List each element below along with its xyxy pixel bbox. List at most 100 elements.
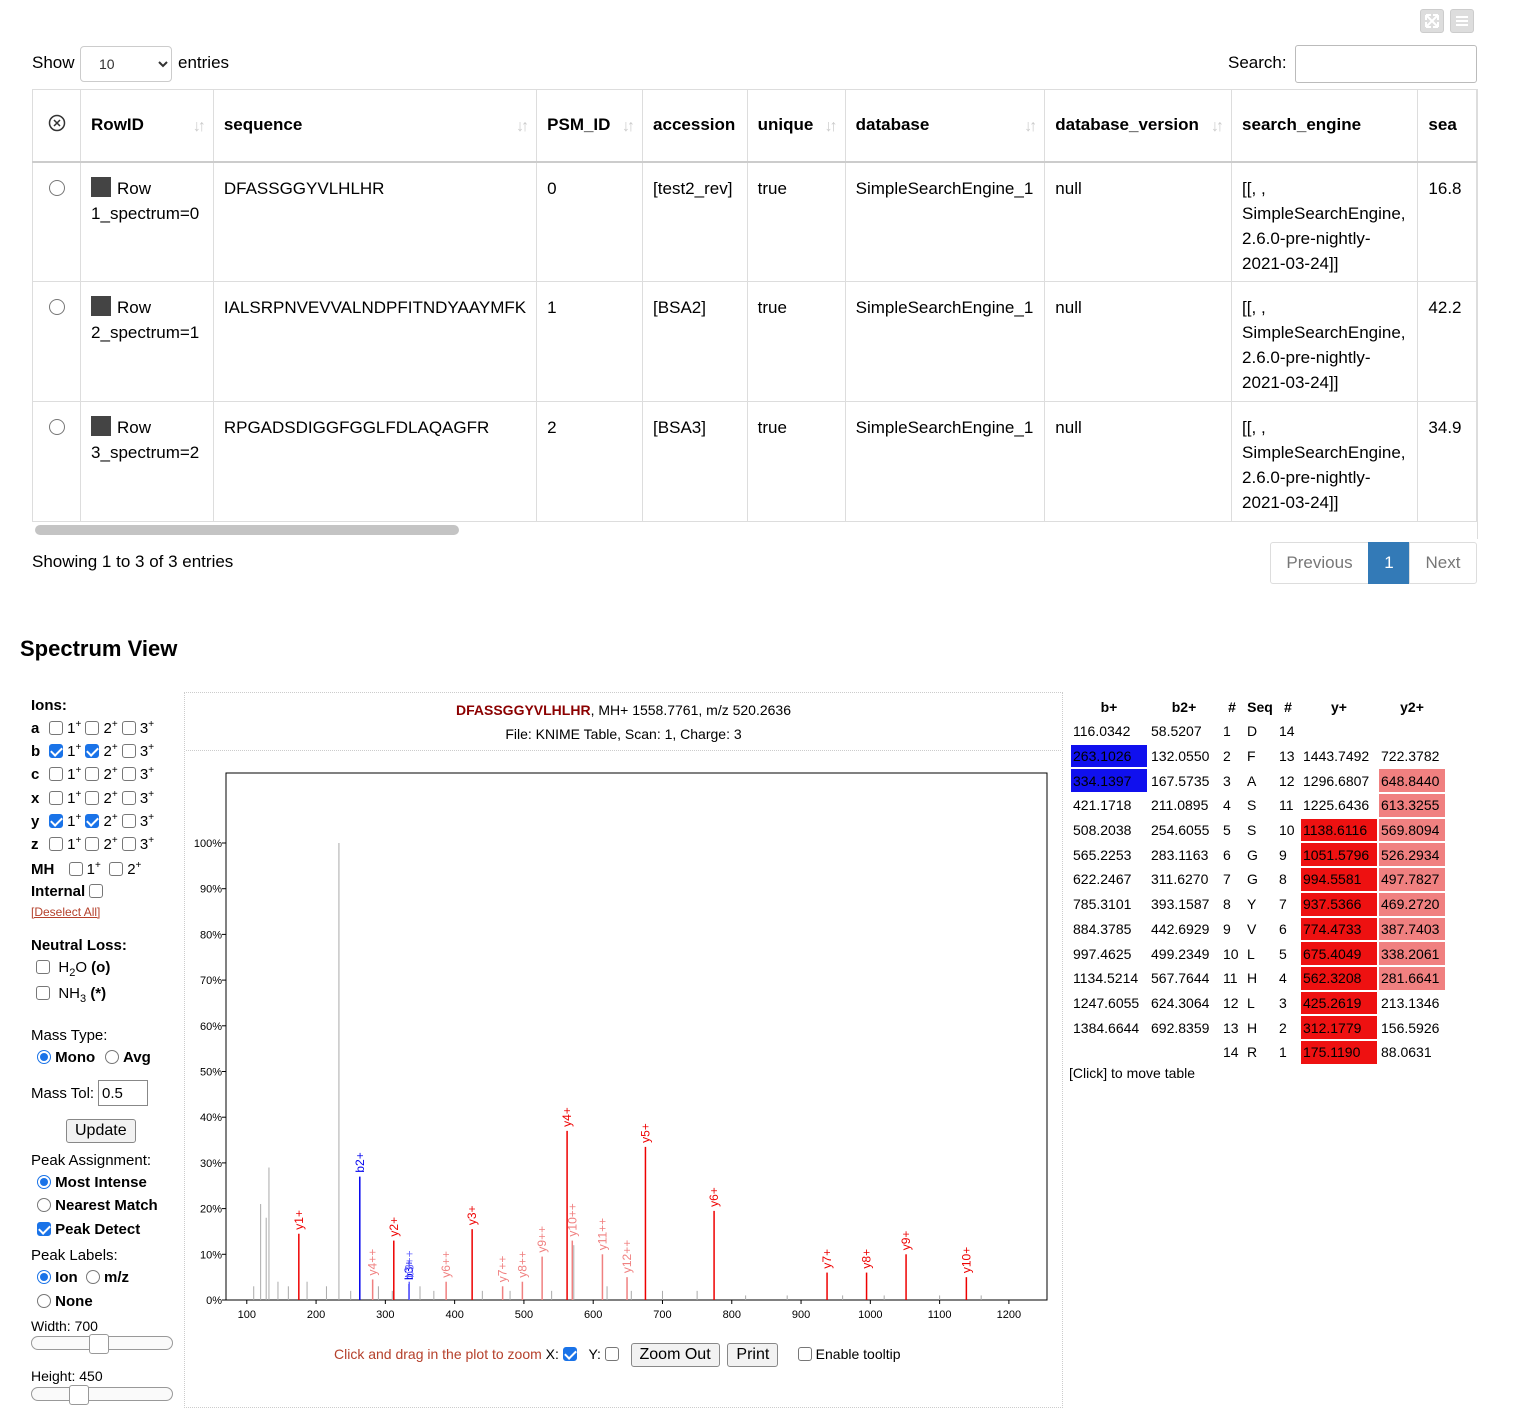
fragment-row: 622.2467 311.6270 7 G 8 994.5581 497.7827 <box>1071 868 1445 891</box>
horizontal-scrollbar[interactable] <box>35 525 459 535</box>
ion-b-3-checkbox[interactable] <box>121 744 136 759</box>
column-header-rowid[interactable]: RowID ↓↑ <box>80 89 214 163</box>
height-slider[interactable] <box>31 1385 173 1405</box>
row-select-radio[interactable] <box>48 179 65 196</box>
cell-database-version: null <box>1044 281 1233 402</box>
zoom-out-button[interactable]: Zoom Out <box>630 1343 720 1367</box>
mass-type-label: Mass Type: <box>31 1027 108 1044</box>
x-tick-label: 700 <box>653 1309 671 1321</box>
column-header-unique[interactable]: unique ↓↑ <box>746 89 846 163</box>
y-zoom-checkbox[interactable] <box>604 1347 619 1361</box>
enable-tooltip-checkbox[interactable] <box>797 1347 812 1361</box>
cell-search-engine: [[, , SimpleSearchEngine, 2.6.0-pre-nightl… <box>1231 281 1419 402</box>
table-row[interactable]: Row 3_spectrum=2 RPGADSDIGGFGGLFDLAQAGFR 2[… <box>32 401 1477 522</box>
fragment-row: 1134.5214 567.7644 11 H 4 562.3208 281.6641 <box>1071 966 1445 990</box>
cell-b-index: 3 <box>1223 772 1231 789</box>
search-input[interactable] <box>1295 45 1477 83</box>
label-mz-radio[interactable] <box>85 1270 100 1284</box>
ion-x-2-checkbox[interactable] <box>85 790 100 805</box>
fragment-row: 565.2253 283.1163 6 G 9 1051.5796 526.2934 <box>1071 843 1445 867</box>
cell-b2: 167.5735 <box>1151 772 1210 789</box>
x-zoom-checkbox[interactable] <box>562 1347 577 1361</box>
nh3-checkbox[interactable] <box>36 986 50 1000</box>
page-1-button[interactable]: 1 <box>1368 542 1410 584</box>
cell-y1: 994.5581 <box>1301 868 1377 891</box>
most-intense-radio[interactable] <box>37 1175 51 1189</box>
cell-b2: 211.0895 <box>1151 797 1209 814</box>
ion-x-3-checkbox[interactable] <box>121 790 136 805</box>
fragment-ion-table[interactable]: b+ b2+ # Seq # y+ y2+ 116.0342 58.5207 1 D 1… <box>1069 694 1447 1066</box>
h2o-checkbox[interactable] <box>36 960 50 974</box>
cell-y2: 213.1346 <box>1381 994 1440 1011</box>
y-tick-label: 10% <box>200 1249 222 1261</box>
ion-b-1-checkbox[interactable] <box>49 744 63 759</box>
column-header-accession[interactable]: accession <box>642 89 748 163</box>
cell-seq: L <box>1247 994 1255 1011</box>
ion-z-1-checkbox[interactable] <box>49 837 63 851</box>
width-slider-thumb[interactable] <box>88 1334 109 1354</box>
column-header-database-version[interactable]: database_version ↓↑ <box>1044 89 1233 163</box>
spectrum-chart[interactable]: 0% 10% 20% 30% 40% 50% 60% 70% 80% 90% 100% 100 200… <box>186 760 1061 1335</box>
update-button[interactable]: Update <box>66 1119 136 1143</box>
ion-a-3-checkbox[interactable] <box>121 721 136 735</box>
expand-icon[interactable] <box>1420 9 1444 33</box>
cell-y2: 88.0631 <box>1381 1044 1432 1061</box>
column-header-psm-id[interactable]: PSM_ID ↓↑ <box>536 89 644 163</box>
move-table-hint[interactable]: [Click] to move table <box>1069 1065 1196 1081</box>
ion-y-3-checkbox[interactable] <box>121 813 136 828</box>
peak-label: y3+ <box>465 1205 479 1225</box>
avg-radio[interactable] <box>105 1050 120 1064</box>
x-tick-label: 100 <box>238 1309 256 1321</box>
mono-radio[interactable] <box>37 1050 51 1064</box>
fragment-row: 1247.6055 624.3064 12 L 3 425.2619 213.1346 <box>1071 991 1445 1015</box>
deselect-row-icon[interactable] <box>32 89 82 163</box>
cell-y1: 1225.6436 <box>1303 797 1370 814</box>
ion-x-1-checkbox[interactable] <box>49 790 63 805</box>
internal-checkbox[interactable] <box>89 884 104 898</box>
print-button[interactable]: Print <box>727 1343 779 1367</box>
label-none-radio[interactable] <box>37 1294 51 1308</box>
width-slider[interactable] <box>31 1334 173 1354</box>
row-select-radio[interactable] <box>48 419 65 435</box>
fragment-row: 14 R 1 175.1190 88.0631 <box>1071 1040 1445 1064</box>
ion-c-1-checkbox[interactable] <box>49 767 63 782</box>
y-axis: 0% 10% 20% 30% 40% 50% 60% 70% 80% 90% 100% <box>194 838 226 1307</box>
ion-a-2-checkbox[interactable] <box>85 721 100 735</box>
peak-label: y11++ <box>595 1218 609 1250</box>
column-header-next[interactable]: sea <box>1417 89 1477 163</box>
label-ion-radio[interactable] <box>37 1270 51 1284</box>
peak-detect-checkbox[interactable] <box>37 1222 51 1236</box>
table-row[interactable]: Row 1_spectrum=0 DFASSGGYVLHLHR 0 [test2_rev… <box>32 161 1477 282</box>
nearest-match-radio[interactable] <box>37 1198 51 1212</box>
table-row[interactable]: Row 2_spectrum=1 IALSRPNVEVVALNDPFITNDYAAY… <box>32 281 1477 402</box>
ion-y-2-checkbox[interactable] <box>85 813 100 828</box>
ion-z-2-checkbox[interactable] <box>85 837 100 851</box>
column-header-search-engine[interactable]: search_engine <box>1231 89 1419 163</box>
header-b1: b+ <box>1100 699 1118 715</box>
ion-y-1-checkbox[interactable] <box>49 813 63 828</box>
cell-b-index: 2 <box>1223 748 1231 765</box>
row-select-radio[interactable] <box>48 299 65 315</box>
fragment-row: 263.1026 132.0550 2 F 13 1443.7492 722.3782 <box>1071 744 1445 768</box>
mh-1-checkbox[interactable] <box>68 862 83 876</box>
previous-button[interactable]: Previous <box>1270 542 1369 584</box>
mass-tol-input[interactable] <box>98 1080 148 1106</box>
ion-a-1-checkbox[interactable] <box>49 721 63 735</box>
menu-icon[interactable] <box>1450 9 1474 33</box>
peaks: y1+ b2+ y2+ b3+ y3+ y4+ y5+ y6+ y7+ y8+ y9+ y10+ y4+… <box>253 843 982 1300</box>
next-button[interactable]: Next <box>1409 542 1477 584</box>
cell-y1: 1443.7492 <box>1303 748 1370 765</box>
cell-y-index: 7 <box>1279 896 1287 913</box>
ion-c-3-checkbox[interactable] <box>121 767 136 782</box>
column-header-database[interactable]: database ↓↑ <box>844 89 1046 163</box>
ion-b-2-checkbox[interactable] <box>85 744 100 759</box>
ion-z-3-checkbox[interactable] <box>121 837 136 851</box>
page-length-select[interactable]: 10 <box>80 46 172 82</box>
height-slider-thumb[interactable] <box>68 1385 89 1405</box>
column-header-sequence[interactable]: sequence ↓↑ <box>212 89 538 163</box>
mh-2-checkbox[interactable] <box>109 862 124 876</box>
cell-accession: [test2_rev] <box>642 161 748 282</box>
cell-seq: G <box>1247 871 1258 888</box>
deselect-all-link[interactable]: [Deselect All] <box>31 905 101 919</box>
ion-c-2-checkbox[interactable] <box>85 767 100 782</box>
